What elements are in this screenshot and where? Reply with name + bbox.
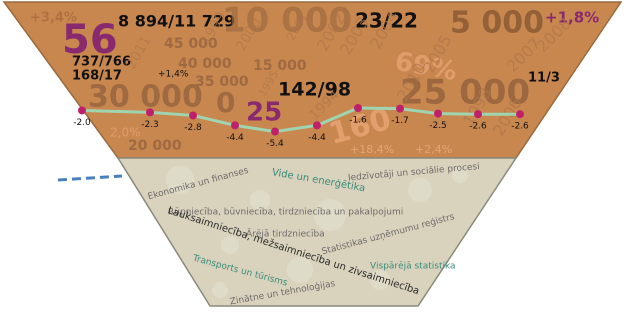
trend-point xyxy=(396,105,404,113)
trend-point xyxy=(231,121,239,129)
trend-point xyxy=(354,104,362,112)
figure-text: 30 000 xyxy=(88,80,203,115)
trend-label: -1.7 xyxy=(391,116,409,126)
trend-point xyxy=(474,110,482,118)
figure-text: +18,4% xyxy=(350,143,394,156)
trend-label: -2.8 xyxy=(184,123,202,133)
trend-point xyxy=(434,110,442,118)
trend-point xyxy=(313,121,321,129)
figure-text: +2,4% xyxy=(415,143,452,156)
figure-text: 0 xyxy=(216,86,235,119)
trend-label: -2.0 xyxy=(73,118,91,128)
trend-label: -2.3 xyxy=(141,120,159,130)
figure-text: 25 xyxy=(246,98,282,128)
trend-label: -4.4 xyxy=(308,133,326,143)
trend-label: -1.6 xyxy=(349,116,367,126)
figure-text: 737/766 xyxy=(72,55,131,70)
dashed-connector xyxy=(58,176,122,180)
trend-label: -5.4 xyxy=(266,139,284,149)
trend-point xyxy=(516,110,524,118)
trend-point xyxy=(78,106,86,114)
figure-text: +1,4% xyxy=(158,70,189,80)
trend-label: -2.6 xyxy=(469,122,487,132)
trend-point xyxy=(146,108,154,116)
trend-label: -2.5 xyxy=(429,121,447,131)
figure-text: 20 000 xyxy=(128,138,182,154)
infographic: +3,4%568 894/11 72910 00023/225 000+1,8%… xyxy=(0,0,625,313)
figure-text: 11/3 xyxy=(528,71,560,86)
trend-label: -2.6 xyxy=(511,122,529,132)
trend-point xyxy=(271,128,279,136)
topic-label: Vispārējā statistika xyxy=(370,262,456,272)
trend-label: -4.4 xyxy=(226,133,244,143)
figure-text: 15 000 xyxy=(253,58,307,74)
trend-point xyxy=(189,111,197,119)
